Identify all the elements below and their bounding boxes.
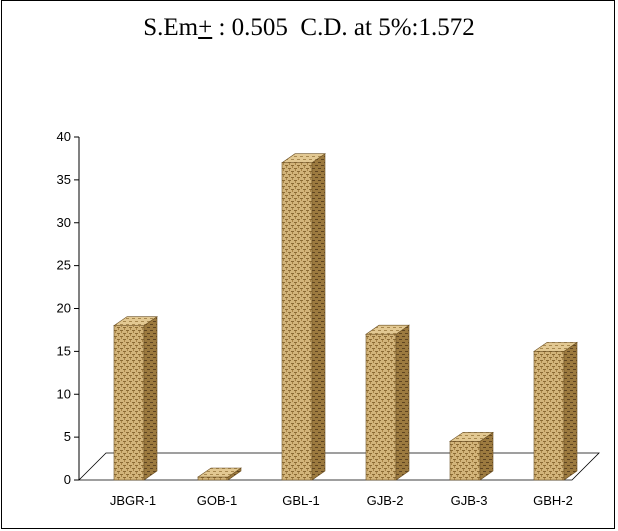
x-category-label: GJB-2 xyxy=(367,493,404,508)
bar-front xyxy=(365,333,397,481)
bar-top xyxy=(113,316,158,326)
bar xyxy=(197,467,242,481)
bar-front xyxy=(533,351,565,481)
bar xyxy=(533,341,578,481)
x-category-label: GJB-3 xyxy=(451,493,488,508)
bar xyxy=(113,316,158,481)
bar-top xyxy=(449,432,494,442)
bar xyxy=(365,324,410,481)
bar-front xyxy=(113,325,145,481)
bar xyxy=(449,431,494,481)
bar xyxy=(281,153,326,481)
bar-top xyxy=(365,324,410,335)
y-axis: 0 5 10 15 20 25 30 35 40 xyxy=(57,129,80,487)
bar-side xyxy=(563,341,578,481)
bar-front xyxy=(281,162,313,481)
x-category-label: GBH-2 xyxy=(533,493,573,508)
y-tick-label: 0 xyxy=(64,472,71,487)
chart-title: S.Em+ : 0.505 C.D. at 5%:1.572 xyxy=(143,14,475,41)
x-category-label: GBL-1 xyxy=(282,493,320,508)
x-category-label: JBGR-1 xyxy=(110,493,156,508)
x-category-label: GOB-1 xyxy=(197,493,237,508)
bars xyxy=(113,153,578,481)
bar-top xyxy=(281,153,326,164)
y-tick-label: 35 xyxy=(57,172,71,187)
x-axis: JBGR-1 GOB-1 GBL-1 GJB-2 GJB-3 GBH-2 xyxy=(110,493,573,508)
bar-side xyxy=(311,153,326,481)
y-tick-label: 5 xyxy=(64,429,71,444)
y-tick-label: 15 xyxy=(57,343,71,358)
bar-front xyxy=(197,476,229,481)
bar-top xyxy=(533,342,578,352)
y-tick-label: 10 xyxy=(57,386,71,401)
bar-top xyxy=(197,467,242,478)
y-tick-label: 30 xyxy=(57,215,71,230)
y-tick-label: 25 xyxy=(57,258,71,273)
bar-front xyxy=(449,441,481,481)
y-tick-label: 40 xyxy=(57,129,71,144)
bar-side xyxy=(143,316,158,481)
y-tick-label: 20 xyxy=(57,301,71,316)
bar-side xyxy=(395,324,410,481)
